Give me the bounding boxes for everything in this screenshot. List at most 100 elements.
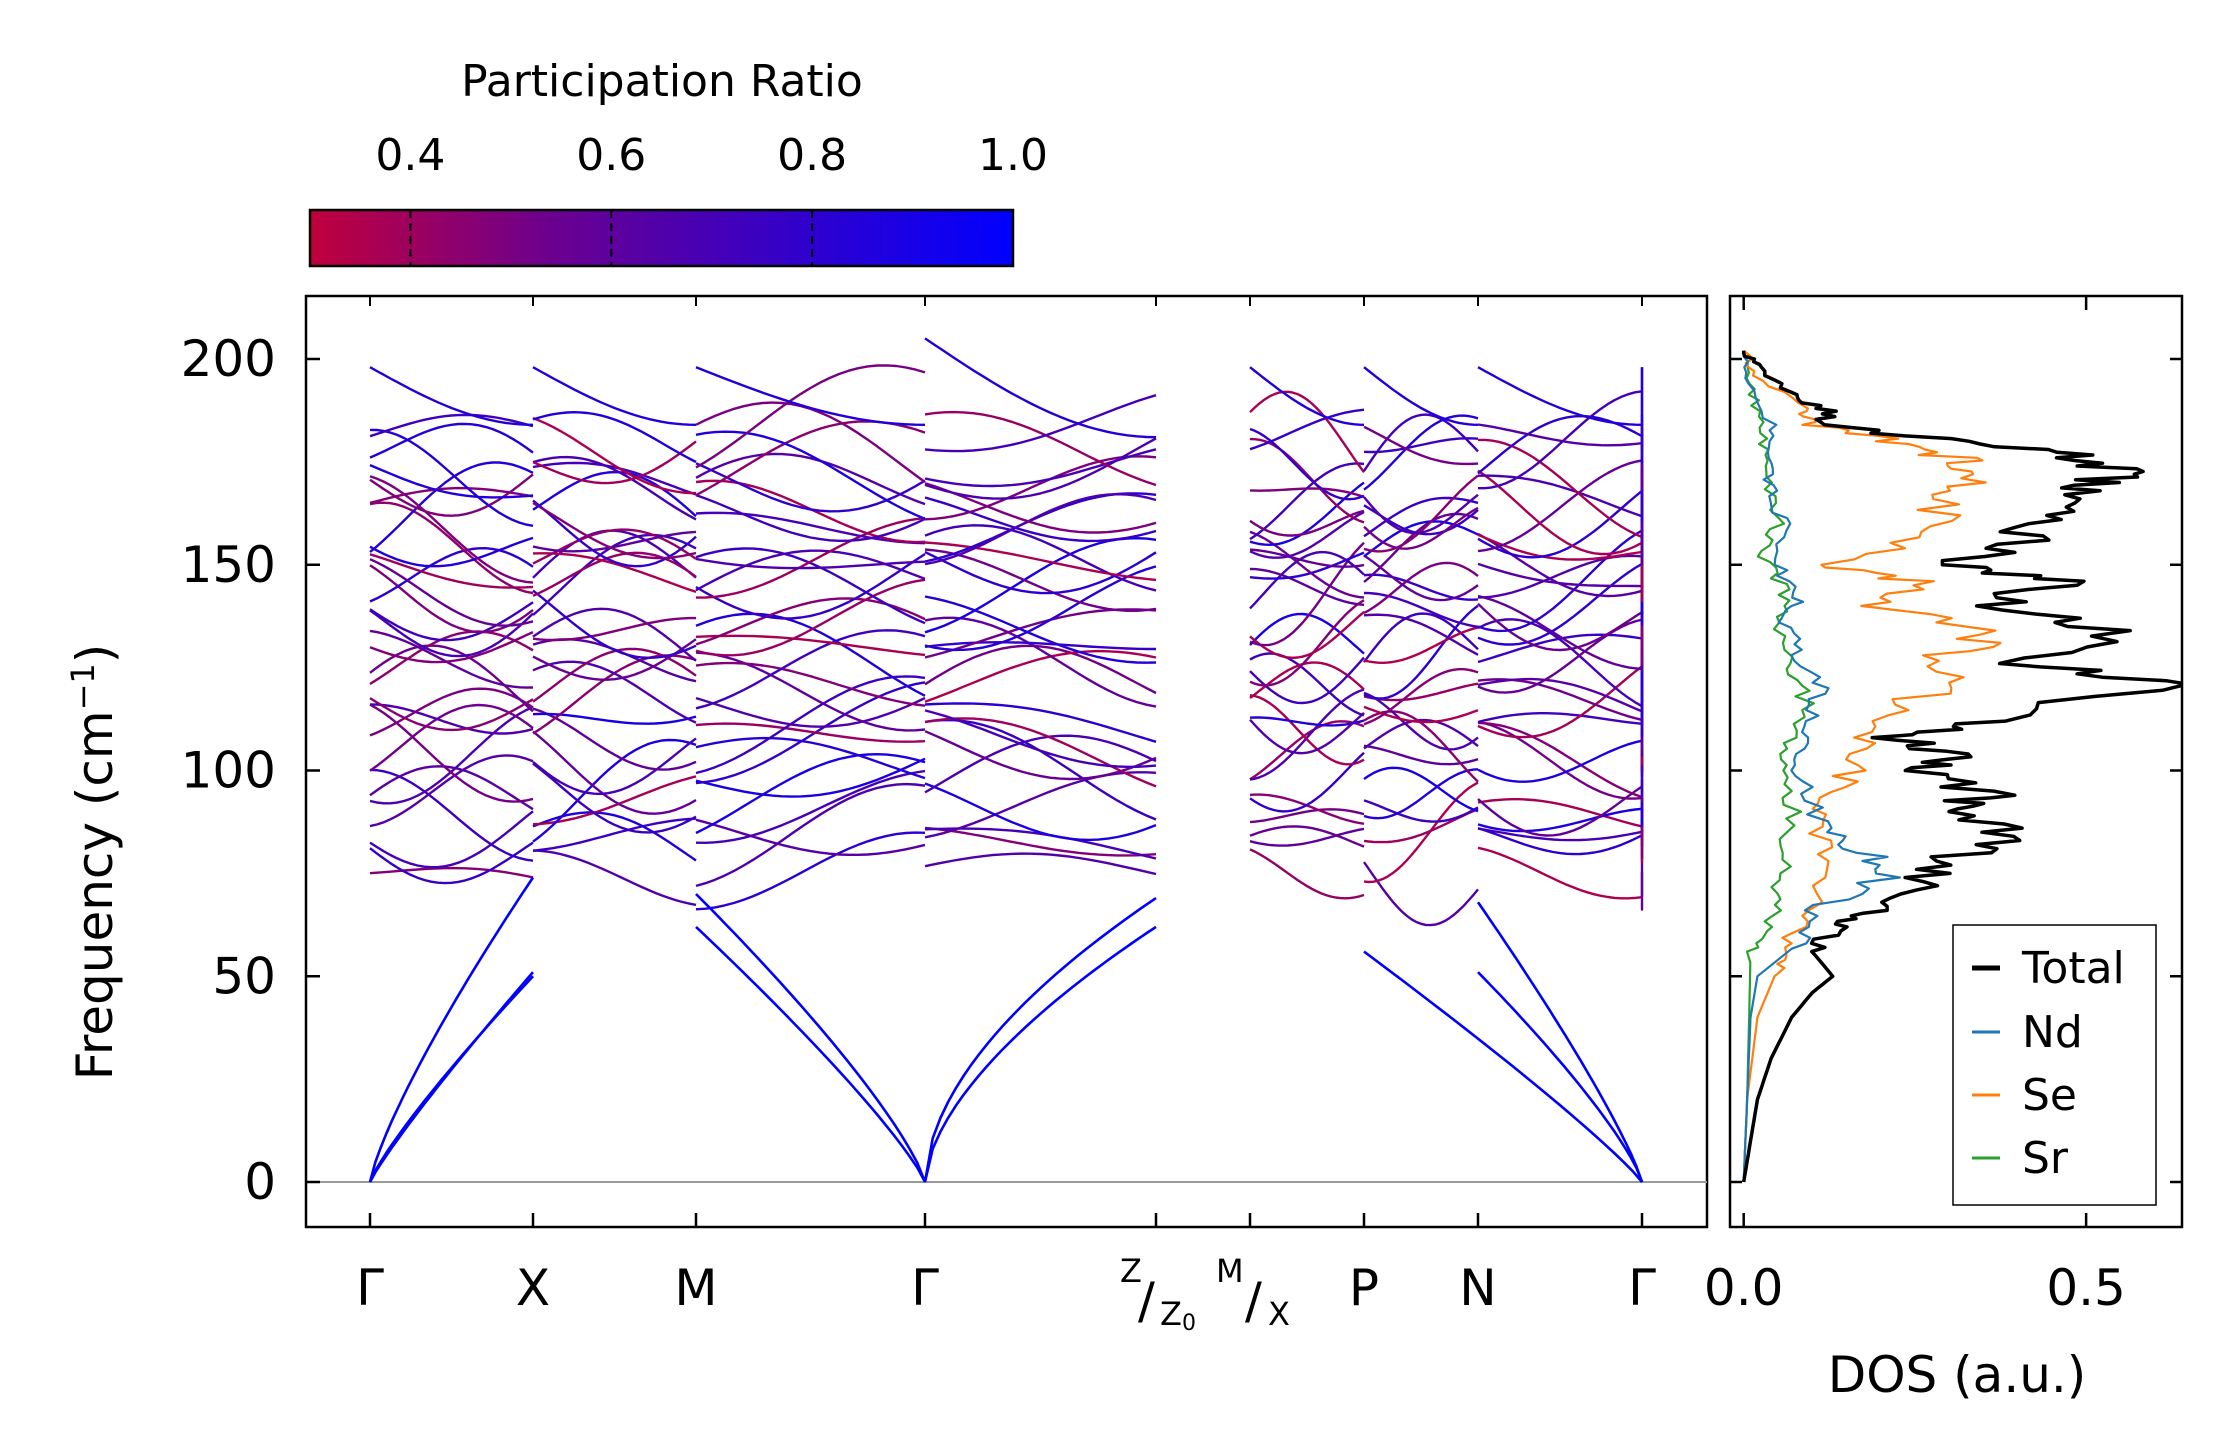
phonon-branch	[924, 616, 1157, 708]
phonon-branch	[1249, 661, 1365, 699]
phonon-branch	[1363, 691, 1479, 751]
phonon-branch	[695, 675, 926, 775]
phonon-branch	[369, 703, 534, 735]
phonon-branch	[1363, 613, 1479, 656]
phonon-branch	[1249, 712, 1365, 755]
kpoint-label-z-z0: Z / Z 0	[1120, 1252, 1196, 1336]
phonon-branch	[695, 430, 926, 520]
phonon-branch	[924, 482, 1157, 534]
phonon-branch	[1477, 721, 1643, 799]
dos-total-curve	[1741, 350, 2182, 1183]
phonon-branch	[1478, 390, 1643, 490]
phonon-branch	[924, 709, 1157, 768]
phonon-branch	[1477, 423, 1643, 447]
kpoint-label-x: X	[516, 1259, 550, 1317]
phonon-branch	[532, 607, 697, 662]
colorbar-tick-label: 0.4	[375, 130, 445, 181]
phonon-branch	[532, 707, 697, 771]
phonon-branch	[695, 769, 926, 844]
phonon-branch	[1363, 506, 1479, 550]
phonon-branch	[695, 736, 926, 780]
phonon-branch	[695, 651, 926, 732]
kpoint-label-gamma-1: Γ	[356, 1259, 384, 1317]
kpoint-label-z-subsub: 0	[1182, 1311, 1196, 1336]
phonon-branch	[1477, 739, 1643, 783]
phonon-branch-top	[532, 366, 697, 426]
phonon-branch	[532, 660, 697, 724]
phonon-branch	[924, 448, 1157, 488]
phonon-branch	[695, 634, 926, 657]
phonon-branch	[1477, 533, 1643, 561]
phonon-branch	[695, 722, 926, 743]
phonon-branch	[1477, 712, 1643, 725]
phonon-branch	[1477, 827, 1643, 856]
phonon-branch	[1363, 768, 1479, 820]
phonon-branch	[369, 841, 534, 885]
acoustic-branch	[368, 975, 534, 1183]
legend-label-se: Se	[2022, 1070, 2077, 1121]
phonon-branch	[695, 516, 926, 599]
phonon-branch	[369, 558, 534, 627]
phonon-branch	[1363, 496, 1479, 538]
colorbar-label: Participation Ratio	[461, 56, 863, 107]
colorbar-tick-label: 0.6	[576, 130, 646, 181]
phonon-branch	[1249, 390, 1365, 474]
phonon-branch	[1249, 808, 1365, 824]
phonon-branch	[924, 565, 1157, 652]
phonon-branch	[1477, 798, 1643, 828]
phonon-branch	[1477, 807, 1643, 833]
phonon-branch	[369, 866, 534, 879]
phonon-branch	[1249, 548, 1365, 568]
kpoint-label-gamma-2: Γ	[911, 1259, 939, 1317]
phonon-branch	[369, 413, 534, 438]
phonon-branch	[1478, 438, 1643, 539]
phonon-branch	[369, 486, 534, 505]
kpoint-label-m-sup: M	[1216, 1252, 1244, 1290]
phonon-branch	[1477, 602, 1643, 652]
kpoint-label-m-sub: X	[1268, 1295, 1290, 1333]
phonon-branch	[695, 831, 926, 911]
band-x-ticks	[368, 296, 1644, 1227]
acoustic-branch	[923, 925, 1157, 1183]
phonon-branch	[924, 410, 1157, 487]
acoustic-branch	[1363, 950, 1643, 1183]
phonon-branch	[924, 771, 1157, 839]
phonon-branch	[1477, 532, 1643, 598]
phonon-branch	[695, 757, 926, 798]
phonon-branch	[1363, 668, 1479, 726]
phonon-branch	[924, 734, 1157, 794]
phonon-branch	[369, 501, 534, 595]
phonon-branch-top	[1249, 366, 1365, 426]
dos-x-axis-label: DOS (a.u.)	[1828, 1346, 2087, 1404]
phonon-branch-top	[1477, 366, 1643, 426]
phonon-branch	[924, 524, 1157, 592]
phonon-branch	[1477, 846, 1643, 900]
phonon-branch	[1363, 561, 1479, 614]
phonon-branch	[532, 455, 697, 521]
phonon-branch	[1477, 489, 1643, 559]
phonon-branch-top	[369, 366, 534, 426]
y-tick-label: 50	[212, 947, 276, 1005]
phonon-branch	[695, 612, 926, 697]
acoustic-branch	[695, 893, 927, 1183]
phonon-branch	[924, 394, 1157, 453]
kpoint-label-m-x: M / X	[1216, 1252, 1290, 1333]
y-tick-label: 200	[181, 330, 276, 388]
phonon-branch	[695, 661, 926, 707]
phonon-branch	[695, 696, 926, 728]
phonon-branch	[1363, 808, 1479, 844]
phonon-branch	[1249, 610, 1365, 659]
acoustic-branch	[923, 897, 1157, 1183]
phonon-branch	[532, 817, 697, 852]
phonon-branch	[1477, 827, 1643, 842]
phonon-branch	[532, 551, 697, 597]
legend-label-sr: Sr	[2022, 1133, 2069, 1184]
band-structure-panel: 0 50 100 150 200 Γ X M Γ Z / Z 0 M / X P N Γ…	[64, 294, 1709, 1336]
phonon-branch	[1363, 493, 1479, 535]
phonon-branch	[1249, 751, 1365, 813]
kpoint-label-gamma-3: Γ	[1628, 1259, 1656, 1317]
phonon-branch	[924, 649, 1157, 703]
phonon-branch	[369, 609, 534, 658]
phonon-branch-top	[1363, 366, 1479, 426]
colorbar-ticks: 0.4 0.6 0.8 1.0	[375, 130, 1048, 266]
